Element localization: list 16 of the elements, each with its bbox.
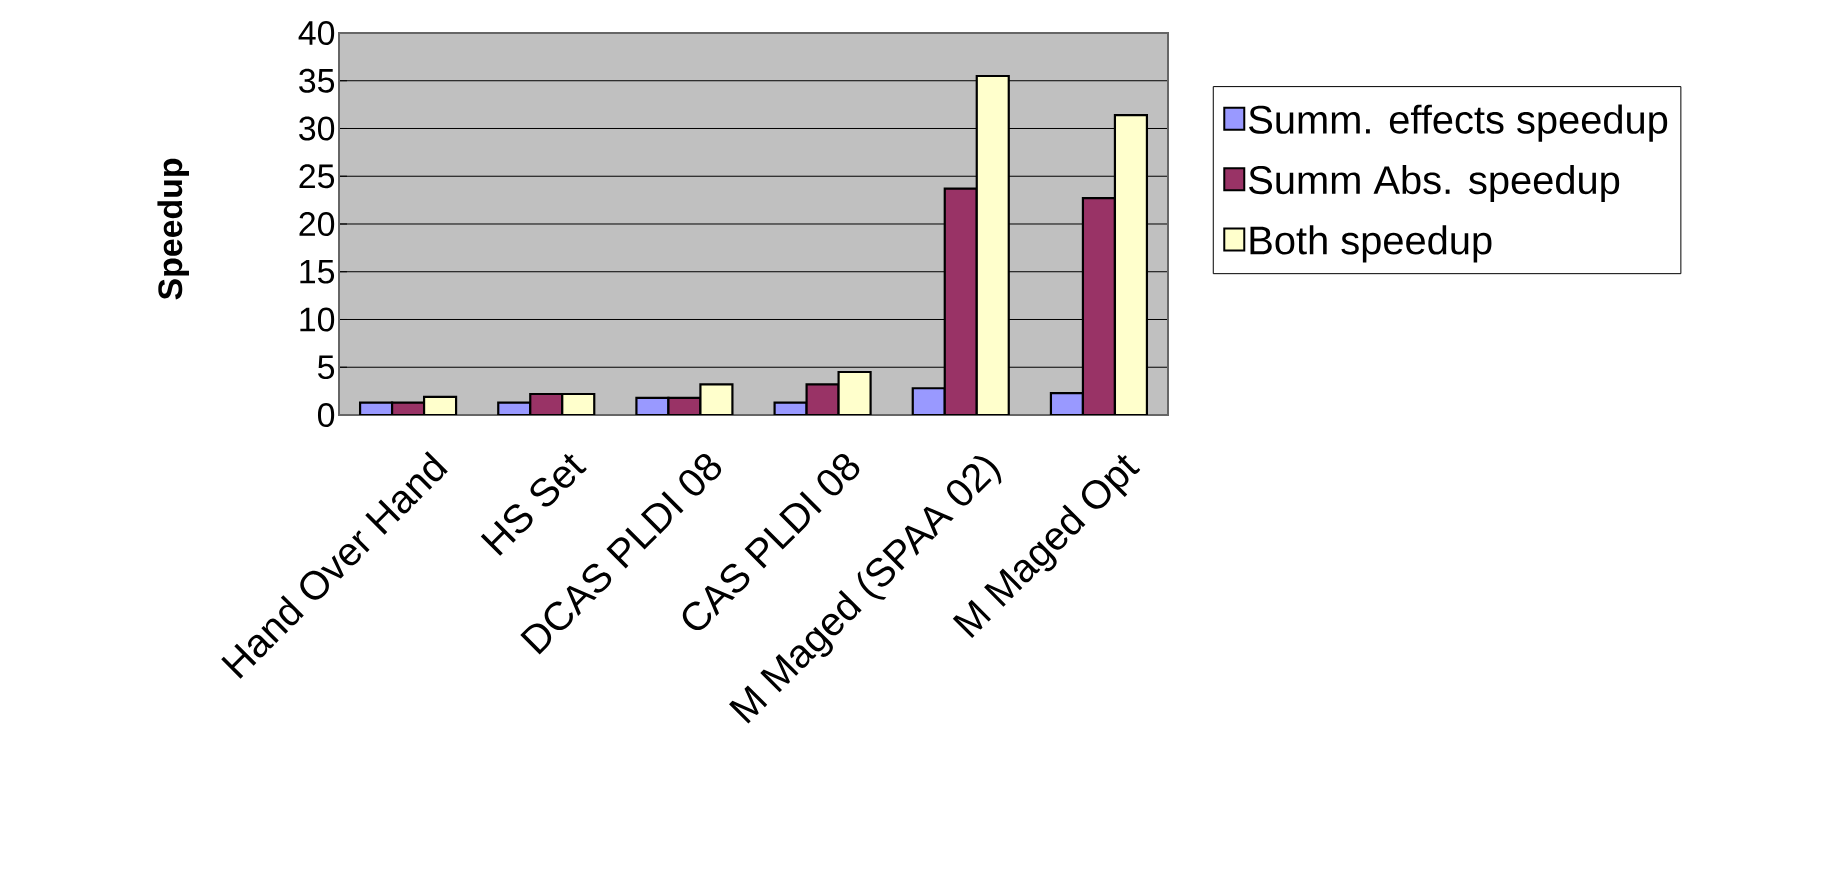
y-tick-label: 5	[318, 355, 335, 380]
y-tick-label: 10	[300, 307, 335, 332]
y-tick-label: 0	[317, 403, 335, 427]
y-tick-label: 25	[299, 164, 335, 189]
legend-label: Both speedup	[1250, 225, 1492, 263]
x-tick-label: HS Set	[480, 453, 587, 556]
bar	[976, 75, 1009, 415]
y-tick-label: 40	[298, 21, 335, 45]
y-tick-label: 15	[300, 259, 335, 284]
y-axis-title: Speedup	[157, 158, 189, 300]
y-tick-label: 20	[299, 212, 335, 236]
legend-label: Summ. effects speedup	[1249, 104, 1668, 142]
bar	[944, 188, 977, 415]
legend-label: Summ Abs. speedup	[1249, 164, 1620, 203]
y-tick-label: 30	[299, 116, 335, 141]
y-tick-label: 35	[299, 68, 335, 93]
